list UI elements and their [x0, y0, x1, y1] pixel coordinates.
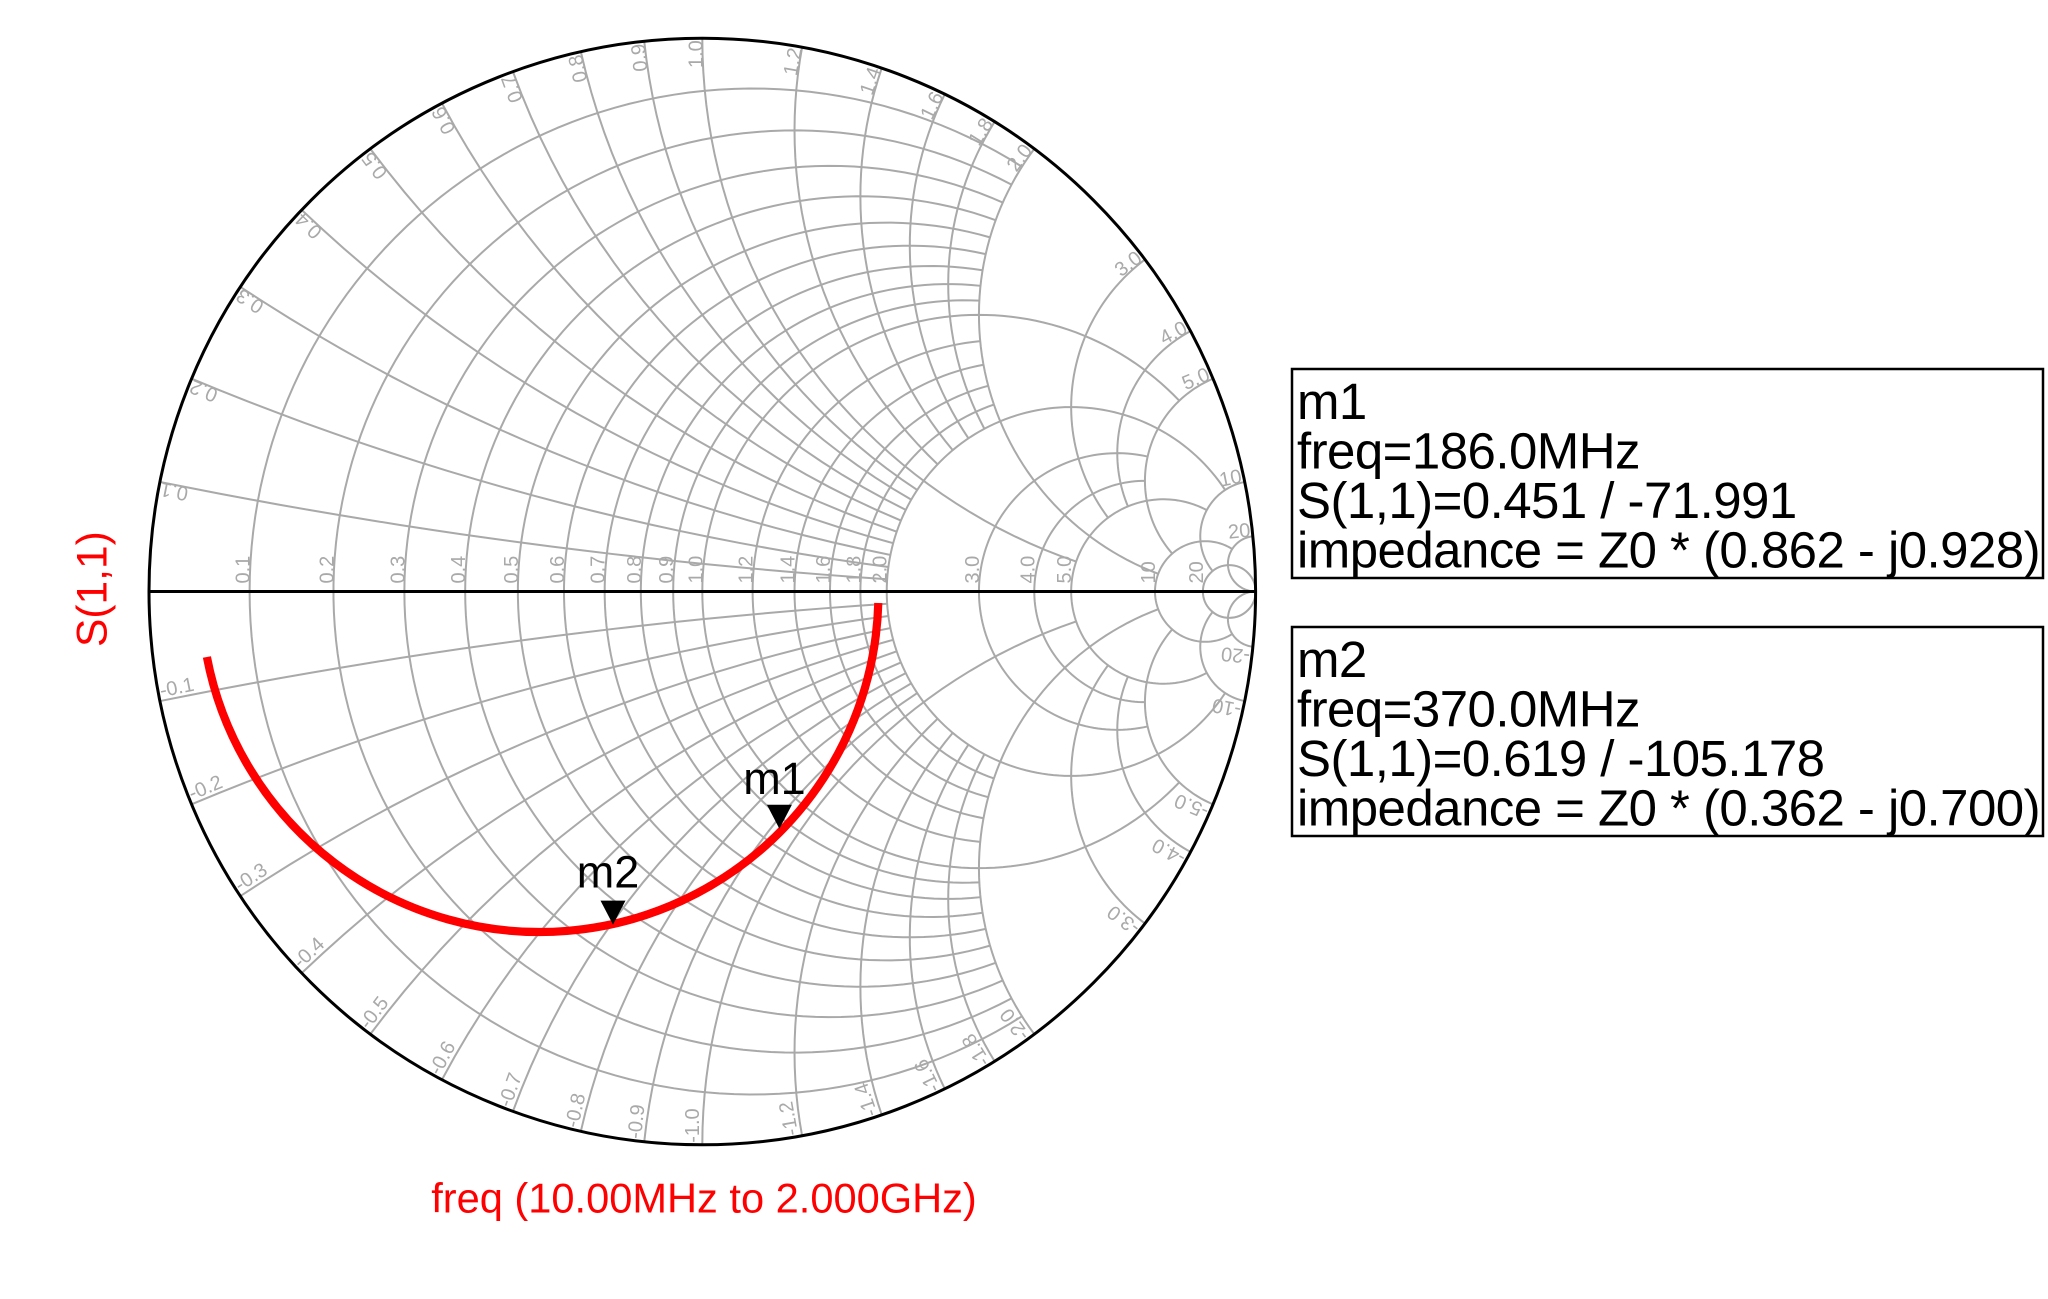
svg-text:0.5: 0.5	[501, 556, 523, 584]
svg-text:1.0: 1.0	[685, 40, 707, 68]
svg-text:0.1: 0.1	[233, 556, 255, 584]
svg-text:-0.9: -0.9	[624, 1103, 649, 1140]
svg-text:impedance = Z0 * (0.862 - j0.9: impedance = Z0 * (0.862 - j0.928)	[1297, 521, 2040, 578]
svg-text:0.3: 0.3	[387, 556, 409, 584]
svg-text:m1: m1	[743, 753, 806, 804]
svg-text:freq=186.0MHz: freq=186.0MHz	[1297, 422, 1640, 479]
svg-text:S(1,1)=0.451 / -71.991: S(1,1)=0.451 / -71.991	[1297, 472, 1797, 529]
svg-text:-20: -20	[1220, 642, 1251, 667]
svg-text:5.0: 5.0	[1054, 556, 1076, 584]
svg-text:1.8: 1.8	[843, 556, 865, 584]
svg-text:0.1: 0.1	[159, 477, 191, 504]
svg-text:0.4: 0.4	[448, 556, 470, 584]
svg-text:0.2: 0.2	[316, 556, 338, 584]
svg-text:1.0: 1.0	[685, 556, 707, 584]
svg-text:0.6: 0.6	[547, 556, 569, 584]
svg-text:20: 20	[1186, 561, 1208, 583]
svg-text:S(1,1)=0.619 / -105.178: S(1,1)=0.619 / -105.178	[1297, 730, 1824, 787]
svg-text:0.9: 0.9	[656, 556, 678, 584]
svg-text:20: 20	[1227, 520, 1251, 544]
svg-text:freq (10.00MHz to 2.000GHz): freq (10.00MHz to 2.000GHz)	[431, 1175, 977, 1222]
svg-text:2.0: 2.0	[870, 556, 892, 584]
svg-text:0.7: 0.7	[588, 556, 610, 584]
svg-text:4.0: 4.0	[1017, 556, 1039, 584]
svg-text:1.2: 1.2	[736, 556, 758, 584]
svg-text:10: 10	[1218, 466, 1244, 492]
svg-text:0.8: 0.8	[624, 556, 646, 584]
svg-text:freq=370.0MHz: freq=370.0MHz	[1297, 680, 1640, 737]
svg-text:10: 10	[1138, 561, 1160, 583]
svg-text:impedance = Z0 * (0.362 - j0.7: impedance = Z0 * (0.362 - j0.700)	[1297, 779, 2040, 836]
svg-text:-1.0: -1.0	[682, 1108, 704, 1142]
svg-text:m2: m2	[577, 847, 640, 898]
svg-text:m1: m1	[1297, 373, 1367, 430]
svg-text:1.4: 1.4	[778, 556, 800, 584]
svg-text:m2: m2	[1297, 631, 1367, 688]
svg-text:1.6: 1.6	[813, 556, 835, 584]
svg-text:1.2: 1.2	[780, 46, 807, 77]
svg-text:0.9: 0.9	[627, 43, 652, 73]
svg-text:3.0: 3.0	[962, 556, 984, 584]
svg-text:S(1,1): S(1,1)	[70, 531, 117, 647]
